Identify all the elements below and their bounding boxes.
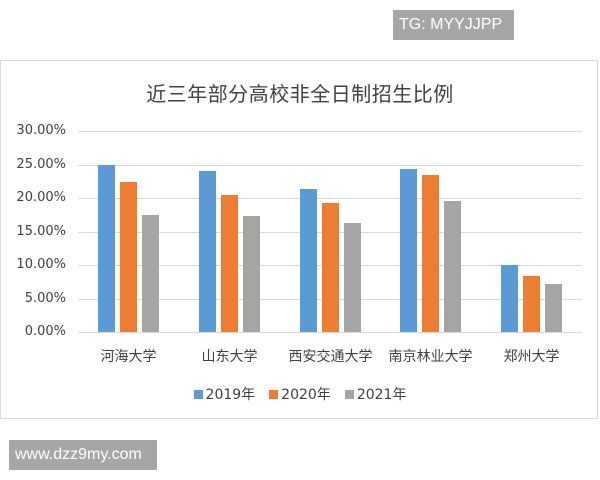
- bar: [199, 171, 216, 332]
- x-category-label: 西安交通大学: [288, 349, 373, 365]
- y-tick-label: 5.00%: [24, 291, 66, 306]
- bar: [221, 195, 238, 332]
- bar: [501, 265, 518, 332]
- legend-label: 2019年: [205, 387, 256, 403]
- gridline: [78, 332, 582, 333]
- bar: [422, 175, 439, 332]
- bar: [444, 201, 461, 332]
- bar: [523, 276, 540, 332]
- chart-title: 近三年部分高校非全日制招生比例: [146, 82, 454, 106]
- y-tick-label: 10.00%: [16, 257, 66, 272]
- bar: [142, 215, 159, 332]
- gridline: [78, 165, 582, 166]
- bar: [243, 216, 260, 332]
- legend-item: 2019年: [193, 384, 256, 404]
- bar: [98, 165, 115, 332]
- y-tick-label: 20.00%: [16, 190, 66, 205]
- x-category-label: 河海大学: [100, 349, 157, 365]
- y-tick-label: 25.00%: [16, 157, 66, 172]
- legend-swatch-icon: [269, 389, 279, 399]
- chart-legend: 2019年 2020年 2021年: [0, 384, 600, 404]
- x-category-label: 南京林业大学: [388, 349, 473, 365]
- x-category-label: 山东大学: [201, 349, 258, 365]
- y-tick-label: 0.00%: [24, 324, 66, 339]
- legend-swatch-icon: [193, 389, 203, 399]
- y-tick-label: 15.00%: [16, 224, 66, 239]
- legend-swatch-icon: [344, 389, 354, 399]
- bar: [545, 284, 562, 332]
- bar: [344, 223, 361, 332]
- gridline: [78, 198, 582, 199]
- legend-label: 2020年: [281, 387, 331, 403]
- gridline: [78, 131, 582, 132]
- bar: [300, 189, 317, 332]
- watermark-top: TG: MYYJJPP: [393, 10, 514, 40]
- legend-item: 2020年: [269, 384, 331, 404]
- y-tick-label: 30.00%: [16, 123, 66, 138]
- bar: [400, 169, 417, 332]
- bar: [322, 203, 339, 332]
- legend-item: 2021年: [344, 384, 407, 404]
- bar: [120, 182, 137, 332]
- legend-label: 2021年: [356, 387, 407, 403]
- x-category-label: 郑州大学: [503, 349, 560, 365]
- watermark-bottom: www.dzz9my.com: [9, 440, 157, 470]
